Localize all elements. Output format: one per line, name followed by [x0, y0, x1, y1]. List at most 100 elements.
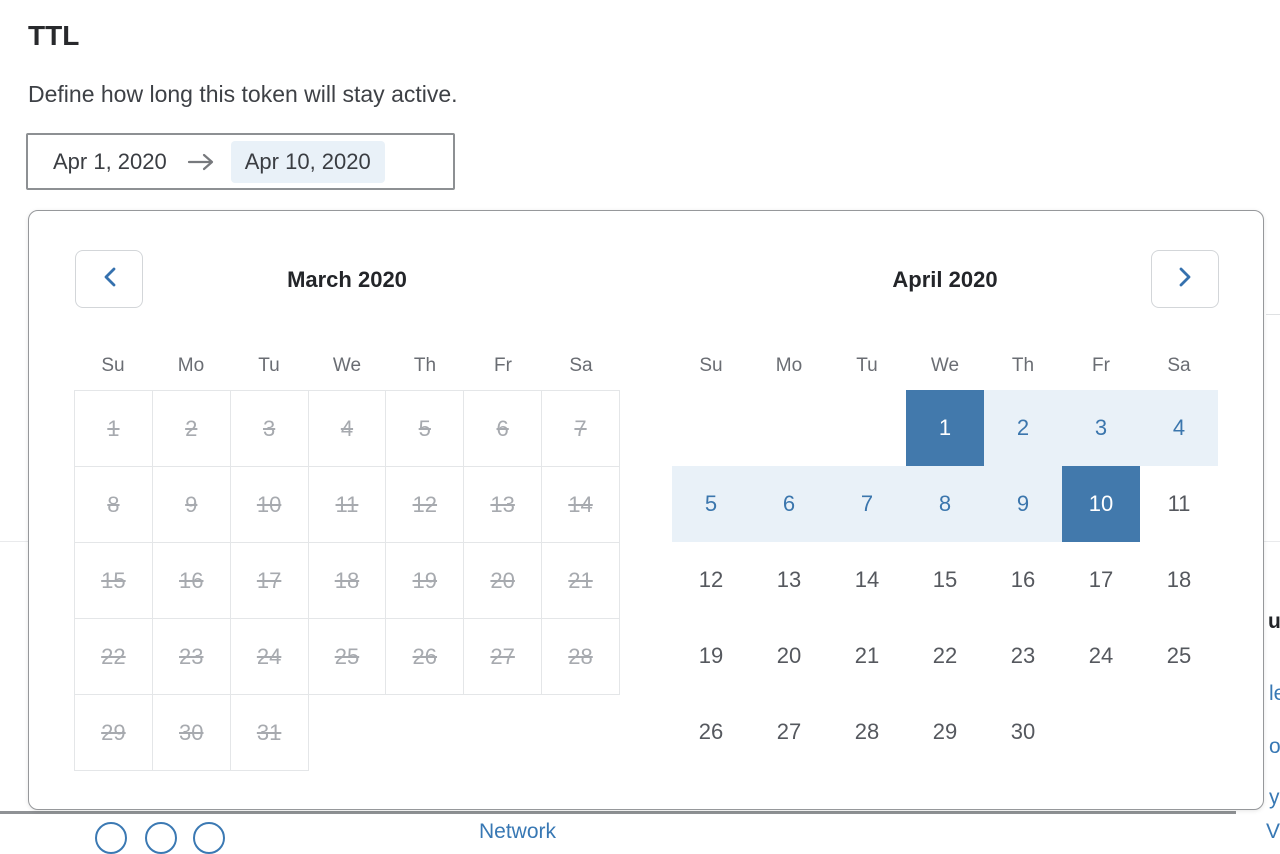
start-date-value[interactable]: Apr 1, 2020	[53, 149, 167, 175]
calendar-day-26: 26	[386, 619, 464, 695]
calendar-day-20[interactable]: 20	[750, 618, 828, 694]
calendar-day-13: 13	[464, 467, 542, 543]
end-date-value[interactable]: Apr 10, 2020	[231, 141, 385, 183]
calendar-day-18: 18	[308, 543, 386, 619]
weekday-label: Mo	[152, 353, 230, 379]
calendar-day-23[interactable]: 23	[984, 618, 1062, 694]
calendar-day-10: 10	[230, 467, 308, 543]
calendar-day-30: 30	[152, 695, 230, 771]
weekday-label: Th	[386, 353, 464, 379]
calendar-day-19[interactable]: 19	[672, 618, 750, 694]
calendar-day-22: 22	[75, 619, 153, 695]
calendar-day-22[interactable]: 22	[906, 618, 984, 694]
calendar-day-27: 27	[464, 619, 542, 695]
calendar-day-6[interactable]: 6	[750, 466, 828, 542]
calendar-empty-cell	[464, 695, 542, 771]
calendar-day-9: 9	[152, 467, 230, 543]
weekday-label: Sa	[542, 353, 620, 379]
calendar-day-3: 3	[230, 391, 308, 467]
calendar-day-26[interactable]: 26	[672, 694, 750, 770]
calendar-day-10[interactable]: 10	[1062, 466, 1140, 542]
calendar-day-6: 6	[464, 391, 542, 467]
calendar-day-12[interactable]: 12	[672, 542, 750, 618]
calendar-day-21[interactable]: 21	[828, 618, 906, 694]
calendar-day-12: 12	[386, 467, 464, 543]
calendar-day-17[interactable]: 17	[1062, 542, 1140, 618]
weekday-label: Su	[74, 353, 152, 379]
calendar-empty-cell	[750, 390, 828, 466]
calendar-day-17: 17	[230, 543, 308, 619]
calendar-day-15[interactable]: 15	[906, 542, 984, 618]
weekday-label: Su	[672, 353, 750, 379]
calendar-day-2: 2	[152, 391, 230, 467]
calendar-day-20: 20	[464, 543, 542, 619]
calendar-day-28[interactable]: 28	[828, 694, 906, 770]
calendar-day-25[interactable]: 25	[1140, 618, 1218, 694]
calendar-day-21: 21	[542, 543, 620, 619]
calendar-day-11: 11	[308, 467, 386, 543]
calendar-day-4[interactable]: 4	[1140, 390, 1218, 466]
month-title: April 2020	[672, 265, 1218, 295]
calendar-day-3[interactable]: 3	[1062, 390, 1140, 466]
date-range-input[interactable]: Apr 1, 2020 Apr 10, 2020	[26, 133, 455, 190]
weekday-label: We	[906, 353, 984, 379]
calendar-day-14[interactable]: 14	[828, 542, 906, 618]
calendar-day-18[interactable]: 18	[1140, 542, 1218, 618]
weekday-label: Mo	[750, 353, 828, 379]
weekday-label: Fr	[464, 353, 542, 379]
calendar-day-14: 14	[542, 467, 620, 543]
calendar-empty-cell	[542, 695, 620, 771]
calendar-day-28: 28	[542, 619, 620, 695]
calendar-day-7[interactable]: 7	[828, 466, 906, 542]
calendar-day-24: 24	[230, 619, 308, 695]
arrow-right-icon	[187, 152, 215, 172]
calendar-empty-cell	[308, 695, 386, 771]
calendar-day-29[interactable]: 29	[906, 694, 984, 770]
calendar-day-27[interactable]: 27	[750, 694, 828, 770]
calendar-day-13[interactable]: 13	[750, 542, 828, 618]
calendar-empty-cell	[1062, 694, 1140, 770]
weekday-label: Tu	[230, 353, 308, 379]
calendar-day-8[interactable]: 8	[906, 466, 984, 542]
calendar-day-9[interactable]: 9	[984, 466, 1062, 542]
calendar-empty-cell	[1140, 694, 1218, 770]
calendar-day-29: 29	[75, 695, 153, 771]
calendar-day-23: 23	[152, 619, 230, 695]
calendar-day-31: 31	[230, 695, 308, 771]
calendar-day-11[interactable]: 11	[1140, 466, 1218, 542]
weekday-label: Th	[984, 353, 1062, 379]
page-title: TTL	[28, 20, 79, 52]
weekday-label: Fr	[1062, 353, 1140, 379]
page-subtitle: Define how long this token will stay act…	[28, 81, 458, 108]
month-title: March 2020	[74, 265, 620, 295]
calendar-day-16[interactable]: 16	[984, 542, 1062, 618]
calendar-day-7: 7	[542, 391, 620, 467]
calendar-day-2[interactable]: 2	[984, 390, 1062, 466]
calendar-day-1: 1	[75, 391, 153, 467]
calendar-day-24[interactable]: 24	[1062, 618, 1140, 694]
calendar-day-1[interactable]: 1	[906, 390, 984, 466]
calendar-day-30[interactable]: 30	[984, 694, 1062, 770]
calendar-day-5[interactable]: 5	[672, 466, 750, 542]
calendar-day-25: 25	[308, 619, 386, 695]
weekday-label: Sa	[1140, 353, 1218, 379]
calendar-day-16: 16	[152, 543, 230, 619]
calendar-day-8: 8	[75, 467, 153, 543]
calendar-empty-cell	[386, 695, 464, 771]
calendar-day-19: 19	[386, 543, 464, 619]
